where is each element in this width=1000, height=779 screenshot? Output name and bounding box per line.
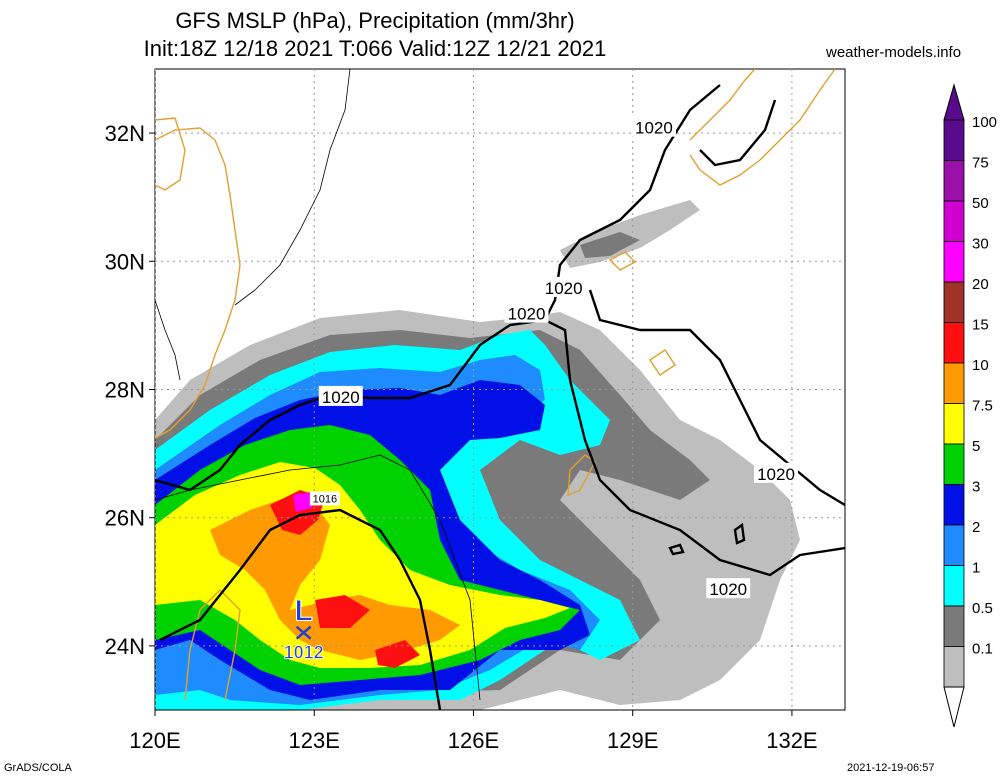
isobar-label-bg	[504, 302, 549, 323]
isobar-label-bg	[754, 462, 798, 483]
legend-swatch	[943, 646, 965, 688]
software-credit: GrADS/COLA	[4, 762, 72, 774]
precip-15-south	[315, 595, 370, 628]
latitude-labels: 24N 26N 28N 30N 32N	[105, 121, 155, 659]
isobar-1016	[159, 508, 442, 710]
map-title: GFS MSLP (hPa), Precipitation (mm/3hr)	[175, 8, 575, 33]
legend-arrow-top	[943, 83, 965, 121]
isobar-label-bg	[706, 578, 751, 599]
lon-tick-label: 120E	[129, 728, 180, 753]
isobar-loop-2	[668, 543, 685, 556]
legend-swatch	[943, 362, 965, 404]
low-pressure-center[interactable]: L 1012	[283, 594, 324, 663]
lon-tick-label: 132E	[766, 728, 817, 753]
low-center-cross	[295, 625, 312, 640]
legend-swatch	[943, 322, 965, 364]
legend-arrow-bottom	[943, 686, 965, 728]
legend-swatch	[943, 484, 965, 526]
lat-tick-label: 24N	[105, 634, 145, 659]
coast-kyushu	[689, 69, 836, 186]
lat-tick-label: 32N	[105, 121, 145, 146]
coast-ryukyu-1	[608, 251, 637, 271]
legend-label: 30	[972, 236, 989, 253]
legend-label: 7.5	[972, 398, 993, 415]
lon-tick-label: 126E	[448, 728, 499, 753]
isobar-label: 1020	[508, 305, 546, 324]
precip-10	[210, 498, 460, 660]
legend-swatch	[943, 443, 965, 485]
lat-tick-label: 26N	[105, 506, 145, 531]
low-symbol: L	[294, 595, 312, 628]
isobar-label: 1016	[313, 493, 337, 505]
isobar-loop-1	[733, 522, 746, 545]
legend-label: 75	[972, 155, 989, 172]
lon-tick-label: 129E	[607, 728, 658, 753]
legend-swatch	[943, 565, 965, 607]
coast-taiwan	[184, 589, 241, 701]
coast-okinawa	[567, 454, 596, 497]
legend-label: 15	[972, 317, 989, 334]
legend-label: 2	[972, 519, 980, 536]
lon-tick-label: 123E	[289, 728, 340, 753]
isobar-labels: 1020 1020 1020 1020 1020 1020 1016	[309, 116, 798, 599]
legend-swatch	[943, 119, 965, 161]
longitude-labels: 120E 123E 126E 129E 132E	[129, 710, 818, 753]
precip-0.5-north	[580, 232, 640, 258]
isobar-label: 1020	[545, 279, 583, 298]
legend-swatch	[943, 200, 965, 242]
coast-china	[155, 127, 241, 439]
legend-swatch	[943, 160, 965, 202]
legend-label: 10	[972, 357, 989, 374]
isobar-1020-east	[588, 289, 845, 507]
legend-swatch	[943, 281, 965, 323]
legend-label: 1	[972, 560, 980, 577]
generated-timestamp: 2021-12-19-06:57	[847, 762, 935, 774]
isobar-label: 1020	[757, 465, 795, 484]
isobar-label-bg	[309, 491, 340, 506]
isobar-label: 1020	[709, 580, 747, 599]
lat-tick-label: 28N	[105, 378, 145, 403]
coast-ryukyu-2	[649, 349, 676, 376]
legend-swatch	[943, 524, 965, 566]
legend-label: 20	[972, 276, 989, 293]
isobar-label: 1020	[322, 388, 360, 407]
isobar-label-bg	[541, 276, 586, 297]
site-credit[interactable]: weather-models.info	[826, 44, 962, 61]
legend-label: 100	[972, 114, 997, 131]
isobar-1020-west	[155, 318, 845, 577]
isobar-label-bg	[631, 116, 676, 137]
lat-tick-label: 30N	[105, 249, 145, 274]
map-subtitle: Init:18Z 12/18 2021 T:066 Valid:12Z 12/2…	[143, 36, 607, 61]
precip-15-south2	[375, 640, 420, 668]
isobar-1020-kyushu	[699, 99, 777, 167]
precipitation-legend: 100 75 50 30 20 15 10 7.5 5 3 2 1 0.5 0.1	[943, 83, 997, 728]
legend-label: 5	[972, 438, 980, 455]
graticule	[155, 69, 845, 710]
legend-swatch	[943, 403, 965, 445]
low-pressure-value: 1012	[284, 643, 324, 663]
precipitation-field	[155, 200, 800, 710]
legend-label: 0.1	[972, 641, 993, 658]
admin-boundaries	[155, 69, 481, 701]
coast-korea	[689, 69, 756, 141]
coast-shanghai	[155, 117, 186, 191]
legend-swatch	[943, 605, 965, 647]
legend-swatch	[943, 241, 965, 283]
precip-30	[293, 492, 312, 512]
legend-label: 0.5	[972, 600, 993, 617]
isobar-label-bg	[318, 385, 363, 406]
legend-label: 3	[972, 479, 980, 496]
isobar-label: 1020	[635, 119, 673, 138]
legend-label: 50	[972, 195, 989, 212]
coastlines	[155, 69, 836, 701]
